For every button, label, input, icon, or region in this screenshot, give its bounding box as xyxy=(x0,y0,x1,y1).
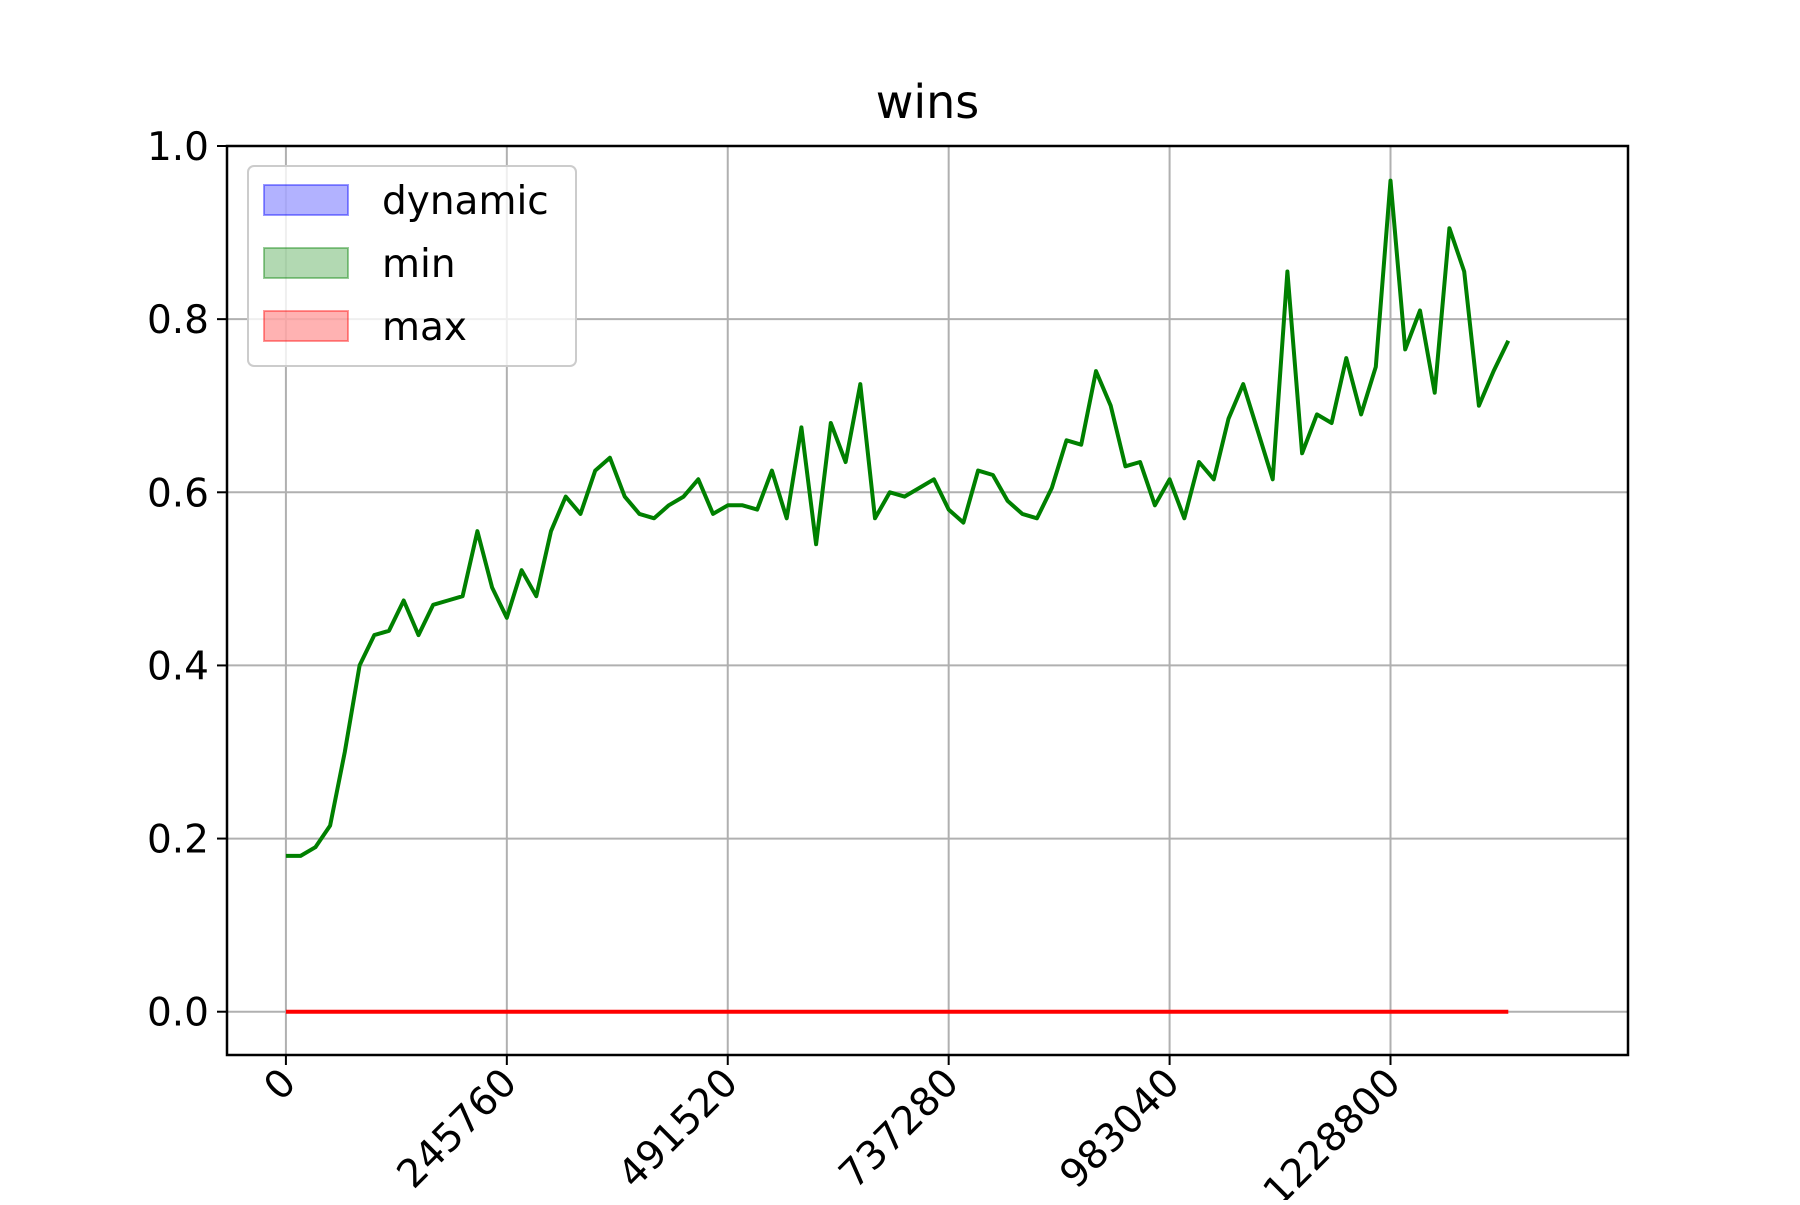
plot-frame xyxy=(225,144,1630,1057)
y-tick-label: 0.4 xyxy=(147,644,209,689)
y-tick-label: 0.8 xyxy=(147,298,209,343)
series-line-1 xyxy=(285,178,1511,858)
y-tick-label: 0.6 xyxy=(147,471,209,516)
legend-swatch-dynamic xyxy=(263,184,349,216)
legend-swatch-min xyxy=(263,247,349,279)
x-tick-label: 0 xyxy=(256,1060,305,1109)
x-tick-label: 1228800 xyxy=(1255,1060,1410,1200)
legend-label-min: min xyxy=(382,242,456,287)
x-tick-label: 245760 xyxy=(389,1060,526,1197)
series-layer xyxy=(285,178,1511,1014)
x-tick-label: 737280 xyxy=(831,1060,968,1197)
legend-label-dynamic: dynamic xyxy=(382,179,549,224)
legend-box xyxy=(247,165,577,367)
x-tick-label: 491520 xyxy=(610,1060,747,1197)
legend-swatch-max xyxy=(263,310,349,342)
y-tick-label: 1.0 xyxy=(147,125,209,170)
chart-title: wins xyxy=(876,75,980,129)
y-tick-label: 0.0 xyxy=(147,991,209,1036)
x-tick-label: 983040 xyxy=(1052,1060,1189,1197)
legend-label-max: max xyxy=(382,305,467,350)
y-tick-label: 0.2 xyxy=(147,818,209,863)
legend: dynamic min max xyxy=(247,165,577,367)
